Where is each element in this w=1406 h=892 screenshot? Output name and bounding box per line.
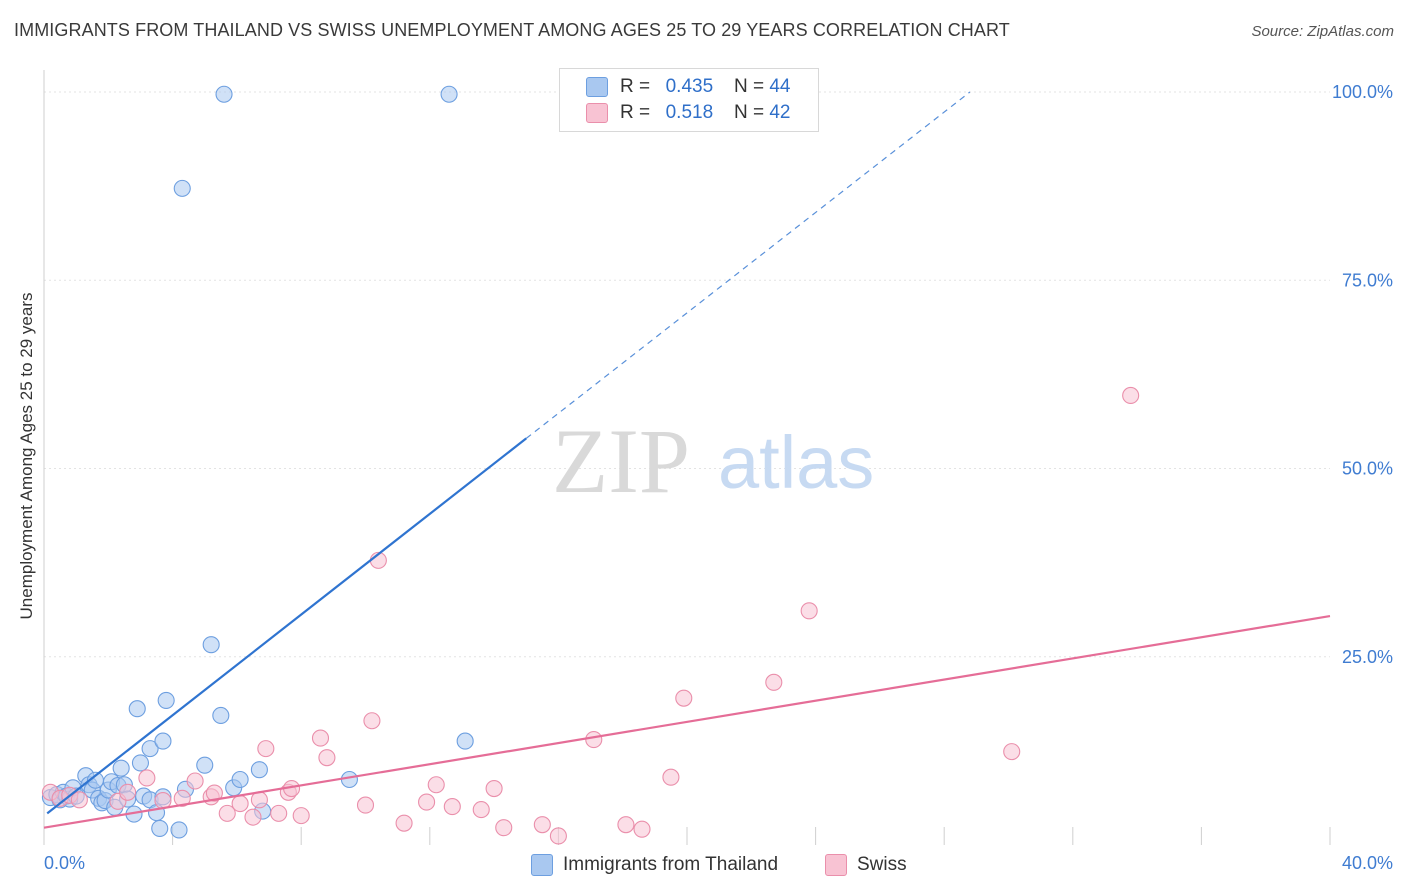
legend-r-label: R = (620, 102, 651, 123)
watermark-atlas: atlas (718, 421, 874, 504)
point-thailand (170, 821, 188, 839)
point-swiss (270, 804, 288, 822)
bottom-legend-label-swiss: Swiss (857, 854, 907, 875)
chart-title: IMMIGRANTS FROM THAILAND VS SWISS UNEMPL… (14, 20, 1010, 40)
watermark: ZIP atlas (552, 410, 874, 512)
point-thailand (157, 691, 175, 709)
point-swiss (533, 816, 551, 834)
point-thailand (112, 759, 130, 777)
point-thailand (231, 770, 249, 789)
point-swiss (585, 731, 603, 749)
point-thailand (250, 761, 268, 779)
point-swiss (1003, 743, 1021, 761)
point-swiss (257, 740, 275, 758)
point-swiss (617, 816, 635, 834)
point-thailand (215, 85, 233, 103)
y-tick-label: 25.0% (1342, 647, 1393, 667)
point-swiss (472, 801, 490, 819)
point-swiss (363, 712, 381, 730)
point-swiss (205, 784, 223, 802)
bottom-legend-swatch-thailand (531, 854, 553, 876)
point-thailand (141, 740, 159, 758)
bottom-legend-swatch-swiss (825, 854, 847, 876)
legend-n-label: N = (733, 102, 765, 123)
trend-lines (43, 91, 1331, 829)
watermark-zip: ZIP (552, 410, 690, 512)
point-thailand (173, 179, 191, 197)
y-tick-label: 75.0% (1342, 270, 1393, 290)
legend-r-value: 0.435 (665, 76, 714, 97)
grid-lines (43, 70, 1331, 845)
point-swiss (173, 789, 191, 807)
y-tick-label: 100.0% (1332, 82, 1393, 102)
x-tick-label: 0.0% (44, 853, 85, 873)
point-thailand (212, 706, 230, 725)
correlation-legend: R = 0.435 N = 44 R = 0.518 N = 42 (559, 68, 819, 132)
legend-r-value: 0.518 (665, 102, 714, 123)
axis-ticks: 25.0% 50.0% 75.0% 100.0% 0.0% 40.0% (44, 82, 1393, 873)
point-swiss (292, 807, 310, 825)
point-swiss (119, 783, 137, 801)
point-swiss (633, 820, 651, 838)
bottom-legend-thailand: Immigrants from Thailand (531, 852, 778, 878)
point-swiss (356, 796, 375, 814)
point-swiss (549, 827, 567, 845)
point-swiss (485, 779, 503, 798)
legend-n-value: 42 (769, 102, 791, 123)
trend-line-swiss (43, 615, 1331, 829)
point-thailand (196, 756, 214, 774)
point-swiss (138, 769, 156, 787)
point-thailand (440, 85, 458, 103)
legend-n-label: N = (733, 76, 765, 97)
point-swiss (765, 673, 783, 691)
x-tick-label: 40.0% (1342, 853, 1393, 873)
point-swiss (662, 768, 680, 786)
point-swiss (1122, 386, 1140, 405)
data-points (41, 85, 1140, 845)
point-thailand (456, 732, 474, 750)
legend-row-swiss: R = 0.518 N = 42 (586, 101, 790, 125)
legend-swatch-thailand (586, 77, 608, 97)
legend-swatch-swiss (586, 103, 608, 123)
point-swiss (427, 776, 445, 794)
point-thailand (340, 770, 358, 789)
point-swiss (443, 798, 461, 816)
point-thailand (131, 754, 149, 772)
y-tick-label: 50.0% (1342, 459, 1393, 479)
point-swiss (311, 729, 330, 747)
bottom-legend-label-thailand: Immigrants from Thailand (563, 854, 779, 875)
point-swiss (244, 808, 262, 826)
point-swiss (70, 791, 88, 809)
point-swiss (231, 795, 249, 813)
trend-line-thailand (46, 437, 527, 815)
legend-r-label: R = (620, 76, 651, 97)
point-thailand (202, 636, 220, 654)
point-swiss (395, 814, 413, 832)
point-swiss (675, 689, 693, 707)
point-thailand (151, 819, 169, 837)
legend-n-value: 44 (769, 76, 791, 97)
point-swiss (318, 749, 336, 767)
point-thailand (154, 732, 172, 750)
point-swiss (186, 772, 204, 790)
point-thailand (128, 700, 146, 718)
point-swiss (495, 819, 513, 837)
point-swiss (218, 804, 236, 822)
point-swiss (800, 602, 818, 620)
point-swiss (418, 793, 436, 811)
trend-line-thailand-extension (525, 91, 971, 439)
source-credit: Source: ZipAtlas.com (1251, 23, 1394, 40)
bottom-legend-swiss: Swiss (825, 852, 907, 878)
legend-row-thailand: R = 0.435 N = 44 (586, 75, 790, 99)
